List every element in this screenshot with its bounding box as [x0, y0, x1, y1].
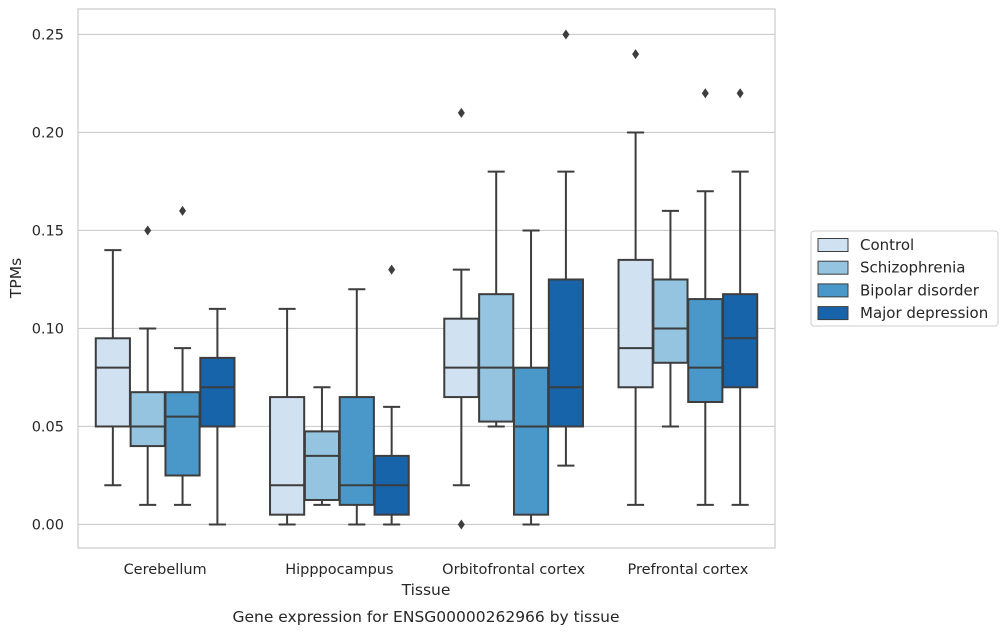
box-schizophrenia	[652, 209, 689, 428]
box-groups	[94, 29, 759, 530]
y-tick-label: 0.15	[32, 223, 64, 239]
x-tick-label: Prefrontal cortex	[627, 562, 748, 578]
iqr-box	[164, 391, 201, 477]
x-tick-label: Cerebellum	[124, 562, 207, 578]
outlier-point	[144, 225, 152, 236]
legend-label: Schizophrenia	[860, 259, 965, 277]
outlier-point	[388, 264, 396, 275]
outlier-point	[736, 88, 744, 99]
iqr-box	[478, 293, 515, 423]
legend-swatch	[817, 260, 849, 275]
legend-label: Bipolar disorder	[860, 281, 980, 299]
y-tick-label: 0.05	[32, 419, 64, 435]
box-bipolar-disorder	[338, 288, 375, 526]
box-major-depression	[199, 307, 236, 526]
iqr-box	[617, 258, 654, 389]
y-tick-label: 0.20	[32, 125, 64, 141]
iqr-box	[652, 278, 689, 364]
x-axis-label: Tissue	[401, 581, 451, 599]
x-tick-labels: Cerebellum Hipppocampus Orbitofrontal cort…	[124, 562, 749, 578]
legend-swatch	[817, 283, 849, 298]
iqr-box	[199, 356, 236, 428]
iqr-box	[547, 278, 584, 428]
iqr-box	[303, 430, 341, 501]
legend-frame	[810, 230, 999, 327]
box-major-depression	[373, 264, 410, 526]
plot-frame	[77, 8, 776, 549]
legend-swatch	[817, 238, 849, 252]
outlier-point	[457, 107, 465, 118]
y-tick-label: 0.00	[32, 517, 64, 533]
box-control	[443, 107, 480, 530]
box-major-depression	[722, 88, 759, 506]
y-tick-label: 0.10	[32, 321, 64, 337]
legend: Control Schizophrenia Bipolar disorder Majo…	[810, 230, 999, 327]
iqr-box	[338, 396, 375, 506]
x-tick-label: Orbitofrontal cortex	[442, 562, 585, 578]
box-control	[269, 307, 306, 526]
iqr-box	[129, 391, 166, 448]
iqr-box	[687, 298, 724, 403]
iqr-box	[94, 337, 131, 428]
outlier-point	[632, 49, 640, 60]
y-tick-labels: 0.00 0.05 0.10 0.15 0.20 0.25	[32, 27, 64, 533]
box-bipolar-disorder	[164, 205, 201, 506]
box-schizophrenia	[478, 170, 515, 428]
y-axis-label: TPMs	[7, 258, 25, 299]
box-schizophrenia	[129, 225, 166, 506]
chart-caption: Gene expression for ENSG00000262966 by t…	[232, 608, 619, 626]
y-tick-label: 0.25	[32, 27, 64, 43]
box-bipolar-disorder	[512, 229, 550, 526]
x-tick-label: Hipppocampus	[285, 562, 393, 578]
legend-label: Major depression	[860, 304, 988, 322]
iqr-box	[269, 396, 306, 516]
box-schizophrenia	[303, 386, 341, 506]
iqr-box	[443, 317, 480, 399]
legend-swatch	[817, 306, 849, 321]
outlier-point	[562, 29, 570, 40]
outlier-point	[179, 205, 187, 216]
box-bipolar-disorder	[687, 88, 724, 506]
legend-label: Control	[860, 236, 914, 254]
iqr-box	[722, 293, 759, 389]
outlier-point	[457, 519, 465, 530]
box-major-depression	[547, 29, 584, 467]
outlier-point	[701, 88, 709, 99]
iqr-box	[512, 366, 550, 516]
box-control	[94, 249, 131, 487]
